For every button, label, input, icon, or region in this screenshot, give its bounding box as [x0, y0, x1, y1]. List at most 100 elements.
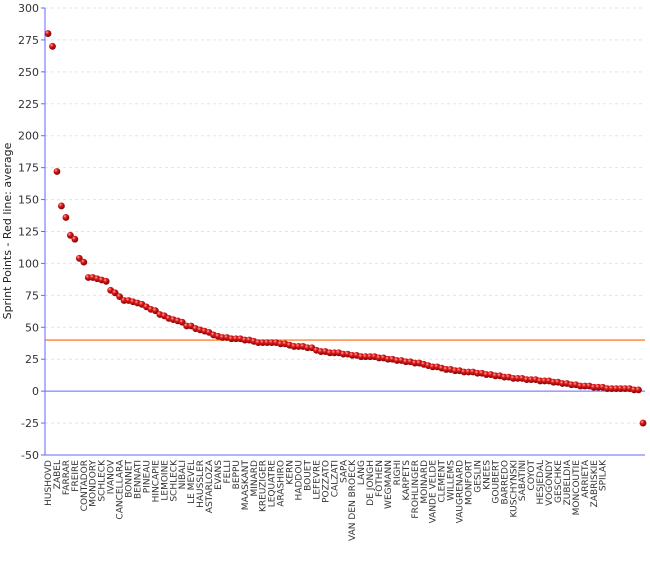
x-category-label: ZUBELDIA [563, 459, 573, 505]
x-category-label: VANDE VELDE [429, 460, 439, 524]
data-point [49, 42, 56, 50]
x-category-label: MONFORT [465, 460, 475, 505]
data-point [58, 202, 65, 210]
data-point [66, 231, 74, 239]
x-category-label: HUSHOVD [44, 460, 54, 506]
y-tick-label: 225 [18, 98, 39, 111]
data-point [116, 293, 123, 301]
data-point [53, 168, 61, 175]
x-category-label: ARASHIRO [277, 460, 287, 507]
x-category-label: IVANOV [107, 459, 117, 494]
x-category-label: ARRIETA [581, 459, 591, 498]
x-category-label: FELLI [223, 460, 233, 484]
x-category-label: WILLEMS [447, 460, 457, 501]
gridlines [45, 7, 645, 456]
data-point [102, 277, 110, 285]
y-tick-label: -25 [21, 417, 39, 430]
y-tick-label: -50 [21, 449, 39, 462]
data-point [44, 30, 52, 37]
x-category-label: ASTARLOZA [205, 459, 215, 513]
x-category-label: NIBALI [178, 460, 188, 489]
y-tick-label: 125 [18, 226, 39, 239]
y-axis-label: Sprint Points - Red line: average [1, 142, 14, 319]
x-category-label: VOGONDY [545, 460, 555, 506]
x-category-label: CANCELLARA [116, 459, 126, 519]
x-category-label: LEMOINE [160, 460, 170, 501]
x-category-label: GESCHKE [554, 460, 564, 503]
y-tick-label: 150 [18, 194, 39, 207]
x-category-label: BENNATI [133, 460, 143, 499]
x-category-label: FROHLINGER [411, 460, 421, 519]
x-category-label: BARREDO [500, 460, 510, 505]
x-category-label: ZABEL [53, 460, 63, 489]
y-tick-label: 75 [25, 289, 39, 302]
y-tick-label: 50 [25, 321, 39, 334]
data-point [62, 214, 70, 221]
x-category-label: KERN [286, 460, 296, 485]
x-category-label: SCHLECK [169, 459, 179, 502]
data-point [151, 307, 159, 315]
x-category-label: WEGMANN [384, 460, 394, 509]
x-category-label: VAN DEN BROECK [348, 459, 358, 541]
y-tick-label: 100 [18, 257, 39, 270]
x-category-label: LEFEVRE [312, 460, 322, 500]
x-category-label: KARPETS [402, 460, 412, 501]
y-tick-label: 175 [18, 162, 39, 175]
x-category-label: SPILAK [599, 459, 609, 491]
x-category-label: SCHLECK [98, 459, 108, 502]
x-category-label: KUSCHYNSKI [509, 460, 519, 518]
x-category-label: HADDOU [295, 460, 305, 500]
data-points [44, 30, 647, 427]
x-category-label: GESLIN [473, 460, 483, 493]
x-category-label: MAASKANT [241, 460, 251, 511]
data-point [75, 254, 83, 262]
x-category-label: KREUZIGER [259, 460, 269, 512]
x-category-label: CONTADOR [80, 460, 90, 511]
x-category-label: BONNET [125, 459, 135, 497]
y-tick-label: 25 [25, 353, 39, 366]
data-point [178, 318, 186, 326]
x-category-label: SAPA [339, 459, 349, 483]
x-category-label: SABATINI [518, 460, 528, 501]
x-category-label: EVANS [214, 460, 224, 490]
x-category-label: HINCAPIE [151, 460, 161, 503]
x-category-label: MOINARD [420, 460, 430, 504]
axes [41, 7, 645, 456]
data-point [71, 235, 79, 243]
x-category-label: HAUSSLER [196, 460, 206, 508]
x-category-label: BOUET [303, 460, 313, 491]
data-point [635, 386, 642, 394]
y-tick-label: 0 [32, 385, 39, 398]
x-category-label: PINEAU [142, 460, 152, 493]
x-category-label: DE JONGH [366, 460, 376, 506]
data-point [80, 258, 88, 266]
x-category-labels: HUSHOVDZABELFARRARFREIRECONTADORMONDORYS… [44, 459, 609, 541]
x-category-label: MONDORY [89, 460, 99, 507]
x-category-label: RIGHI [393, 460, 403, 485]
x-category-label: MINARD [250, 460, 260, 497]
x-category-label: BEPPU [232, 460, 242, 489]
x-category-label: LEQUATRE [268, 460, 278, 508]
x-category-label: FARRAR [62, 460, 72, 495]
y-tick-label: 275 [18, 34, 39, 47]
y-tick-label: 200 [18, 130, 39, 143]
x-category-label: HESJEDAL [536, 460, 546, 504]
x-category-label: ZABRISKIE [590, 460, 600, 508]
x-category-label: VAUGRENARD [456, 460, 466, 523]
x-category-label: POZZATO [321, 460, 331, 503]
x-category-label: LE MEVEL [187, 460, 197, 504]
y-tick-label: 300 [18, 2, 39, 15]
x-category-label: GOUBERT [491, 460, 501, 504]
x-category-label: LANG [357, 460, 367, 485]
data-point [111, 289, 119, 297]
x-category-label: COYOT [527, 460, 537, 491]
data-point [639, 419, 647, 427]
x-category-label: FOTHEN [375, 460, 385, 497]
x-category-label: FREIRE [71, 460, 81, 492]
x-category-label: CLEMENT [438, 460, 448, 503]
x-category-label: KNEES [482, 460, 492, 490]
x-category-label: CALZATI [330, 460, 340, 497]
x-category-label: MONCOUTIE [572, 460, 582, 516]
